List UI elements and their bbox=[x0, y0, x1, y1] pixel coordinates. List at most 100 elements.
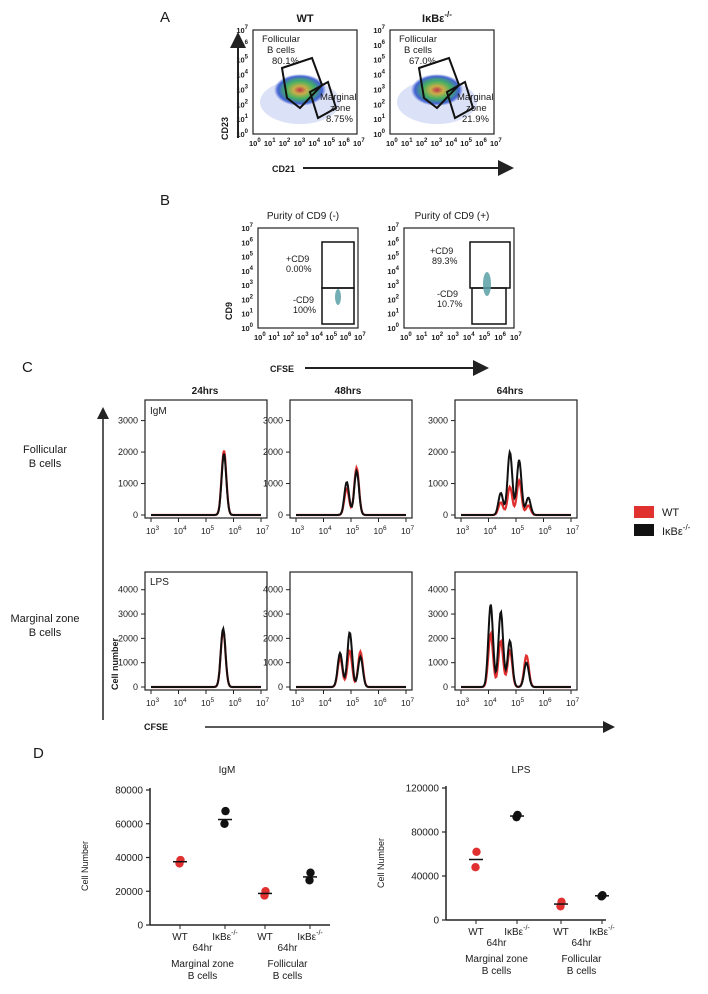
dotplot-x-label: WT bbox=[553, 927, 569, 938]
cell-number-axis-label: Cell number bbox=[110, 637, 120, 690]
dotplot-y-tick-label: 40000 bbox=[411, 872, 439, 883]
x-tick-label: 107 bbox=[401, 525, 414, 536]
wt-mz-pct: 8.75% bbox=[326, 114, 353, 125]
ko-plot-xtick: 106 bbox=[475, 138, 487, 148]
wt-plot-xtick: 104 bbox=[308, 138, 320, 148]
wt-plot-ytick: 101 bbox=[236, 114, 248, 124]
x-tick-label: 104 bbox=[484, 525, 497, 536]
y-tick-label: 3000 bbox=[263, 609, 283, 619]
stim-igm: IgM bbox=[150, 406, 167, 417]
pos-plot-ytick: 103 bbox=[387, 280, 399, 290]
histogram-6: 0 1000 2000 3000 4000 103 104 105 106 107 bbox=[428, 571, 579, 708]
time-48hrs: 48hrs bbox=[335, 386, 362, 397]
x-tick-label: 105 bbox=[511, 697, 524, 708]
dotplot-point bbox=[471, 863, 480, 872]
row-label-fo-2: B cells bbox=[29, 458, 62, 470]
dotplot-group-label: B cells bbox=[567, 966, 596, 977]
dotplot-y-tick-label: 0 bbox=[433, 916, 439, 927]
pos-plot-xtick: 102 bbox=[431, 332, 443, 342]
neg-plot-pos-label: +CD9 bbox=[286, 254, 309, 264]
dotplot-time-label: 64hr bbox=[192, 943, 213, 954]
y-tick-label: 4000 bbox=[428, 585, 448, 595]
neg-plot-ytick: 107 bbox=[241, 223, 253, 233]
wt-mz-label-2: zone bbox=[330, 103, 351, 114]
x-tick-label: 106 bbox=[374, 697, 387, 708]
y-tick-label: 0 bbox=[443, 510, 448, 520]
x-tick-label: 106 bbox=[539, 697, 552, 708]
y-tick-label: 0 bbox=[278, 510, 283, 520]
panel-c: 24hrs 48hrs 64hrs Follicular B cells Mar… bbox=[10, 386, 691, 733]
cd21-axis-label: CD21 bbox=[272, 164, 295, 174]
wt-plot-ytick: 104 bbox=[236, 70, 248, 80]
dotplot-group-label: B cells bbox=[273, 971, 302, 982]
neg-plot-xtick: 103 bbox=[297, 332, 309, 342]
ko-plot-ytick: 100 bbox=[373, 129, 385, 139]
dotplot-title-lps: LPS bbox=[512, 765, 531, 776]
x-tick-label: 104 bbox=[484, 697, 497, 708]
y-tick-label: 4000 bbox=[263, 585, 283, 595]
pos-plot-pos-pct: 89.3% bbox=[432, 256, 458, 266]
dotplot-title-igm: IgM bbox=[219, 765, 236, 776]
ko-histogram-line bbox=[461, 604, 571, 688]
neg-plot-neg-pct: 100% bbox=[293, 305, 316, 315]
wt-plot-xtick: 107 bbox=[353, 138, 365, 148]
y-tick-label: 2000 bbox=[118, 447, 138, 457]
histogram-frame bbox=[289, 571, 413, 691]
dotplot-group-label: Follicular bbox=[561, 954, 602, 965]
neg-plot-ytick: 106 bbox=[241, 237, 253, 247]
panel-b: Purity of CD9 (-) Purity of CD9 (+) +CD9… bbox=[224, 211, 522, 376]
x-tick-label: 106 bbox=[229, 697, 242, 708]
ko-histogram-line bbox=[461, 448, 571, 516]
dotplot-y-tick-label: 120000 bbox=[406, 784, 440, 795]
dotplot-point bbox=[221, 806, 230, 816]
neg-plot-pos-pct: 0.00% bbox=[286, 264, 312, 274]
time-64hrs: 64hrs bbox=[497, 386, 524, 397]
y-tick-label: 2000 bbox=[263, 633, 283, 643]
x-tick-label: 105 bbox=[201, 525, 214, 536]
wt-histogram-line bbox=[296, 648, 406, 689]
dotplot-y-tick-label: 20000 bbox=[115, 887, 143, 898]
x-tick-label: 106 bbox=[539, 525, 552, 536]
panel-b-title-neg: Purity of CD9 (-) bbox=[267, 211, 339, 222]
wt-fo-label-1: Follicular bbox=[262, 34, 300, 45]
row-label-fo-1: Follicular bbox=[23, 444, 67, 456]
pos-plot-ytick: 106 bbox=[387, 237, 399, 247]
neg-plot-ytick: 104 bbox=[241, 266, 253, 276]
y-tick-label: 1000 bbox=[428, 658, 448, 668]
x-tick-label: 105 bbox=[511, 525, 524, 536]
wt-plot-xtick: 106 bbox=[338, 138, 350, 148]
dotplot-group-label: B cells bbox=[482, 966, 511, 977]
wt-histogram-line bbox=[296, 464, 406, 517]
wt-plot-xtick: 103 bbox=[294, 138, 306, 148]
legend: WT IκBε-/- bbox=[634, 506, 691, 538]
y-tick-label: 3000 bbox=[118, 416, 138, 426]
histogram-4: 0 1000 2000 3000 4000 103 104 105 106 107 bbox=[118, 571, 269, 708]
dotplot-y-tick-label: 80000 bbox=[411, 828, 439, 839]
pos-plot-xtick: 100 bbox=[400, 332, 412, 342]
dotplot-x-label: IκBε-/- bbox=[212, 930, 238, 943]
pos-plot-ytick: 107 bbox=[387, 223, 399, 233]
y-tick-label: 4000 bbox=[118, 585, 138, 595]
ko-plot-ytick: 105 bbox=[373, 55, 385, 65]
x-tick-label: 104 bbox=[319, 697, 332, 708]
y-tick-label: 1000 bbox=[118, 658, 138, 668]
dotplot-group-label: Marginal zone bbox=[171, 959, 234, 970]
histogram-frame bbox=[144, 571, 268, 691]
histogram-frame bbox=[144, 399, 268, 519]
dotplot-x-label: WT bbox=[468, 927, 484, 938]
ko-plot-xtick: 102 bbox=[416, 138, 428, 148]
row-label-mz-2: B cells bbox=[29, 627, 62, 639]
neg-plot-ytick: 103 bbox=[241, 280, 253, 290]
legend-swatch-ko bbox=[634, 524, 654, 536]
dotplot-point bbox=[176, 855, 185, 865]
dotplot-x-label: IκBε-/- bbox=[504, 925, 530, 938]
wt-histogram-line bbox=[151, 626, 261, 689]
neg-plot-xtick: 101 bbox=[268, 332, 280, 342]
legend-swatch-wt bbox=[634, 506, 654, 518]
ko-fo-label-1: Follicular bbox=[399, 34, 437, 45]
ko-plot-ytick: 106 bbox=[373, 40, 385, 50]
dotplot-time-label: 64hr bbox=[571, 938, 592, 949]
x-tick-label: 103 bbox=[456, 525, 469, 536]
dotplot-point bbox=[305, 876, 314, 885]
